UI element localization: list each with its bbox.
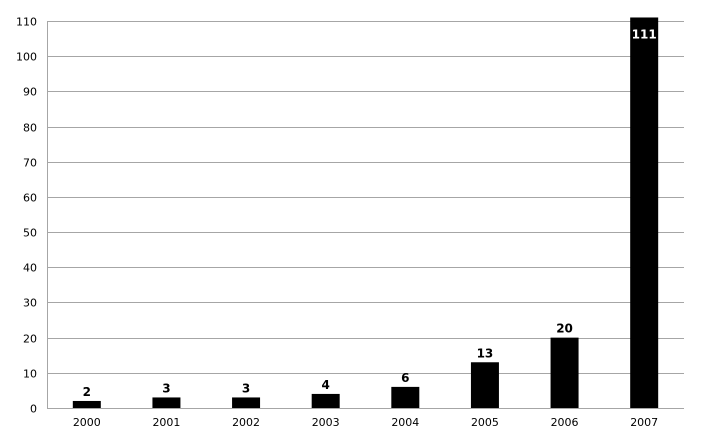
y-tick-label: 60 [23, 192, 37, 205]
x-tick-label: 2000 [73, 416, 101, 429]
x-axis-ticks: 2000 2001 2002 2003 2004 2005 2006 2007 [73, 416, 658, 429]
gridlines [47, 21, 684, 409]
y-tick-label: 80 [23, 122, 37, 135]
bar-2005 [470, 362, 499, 408]
data-label: 13 [477, 346, 494, 360]
y-tick-label: 70 [23, 157, 37, 170]
y-tick-label: 40 [23, 262, 37, 275]
y-axis-ticks: 0 10 20 30 40 50 60 70 80 90 100 110 [16, 16, 37, 416]
y-tick-label: 110 [16, 16, 37, 29]
y-tick-label: 10 [23, 368, 37, 381]
y-tick-label: 30 [23, 297, 37, 310]
bar-2002 [232, 397, 261, 408]
data-label: 6 [401, 371, 409, 385]
x-tick-label: 2001 [152, 416, 180, 429]
data-labels: 2 3 3 4 6 13 20 111 [83, 27, 657, 398]
data-label: 3 [162, 381, 170, 395]
bar-2006 [550, 337, 579, 408]
y-tick-label: 100 [16, 51, 37, 64]
x-tick-label: 2003 [312, 416, 340, 429]
x-tick-label: 2006 [551, 416, 579, 429]
bar-2003 [311, 393, 340, 408]
bar-2001 [152, 397, 181, 408]
x-tick-label: 2004 [391, 416, 419, 429]
x-tick-label: 2002 [232, 416, 260, 429]
bar-2004 [391, 386, 420, 408]
x-tick-label: 2007 [630, 416, 658, 429]
y-tick-label: 90 [23, 86, 37, 99]
data-label: 3 [242, 381, 250, 395]
y-tick-label: 20 [23, 333, 37, 346]
bar-2000 [72, 400, 101, 408]
data-label: 111 [632, 27, 657, 41]
bar-2007 [630, 17, 659, 409]
x-tick-label: 2005 [471, 416, 499, 429]
y-tick-label: 50 [23, 227, 37, 240]
y-tick-label: 0 [30, 403, 37, 416]
data-label: 4 [322, 378, 330, 392]
bars [72, 17, 659, 409]
data-label: 20 [556, 322, 573, 336]
data-label: 2 [83, 385, 91, 399]
